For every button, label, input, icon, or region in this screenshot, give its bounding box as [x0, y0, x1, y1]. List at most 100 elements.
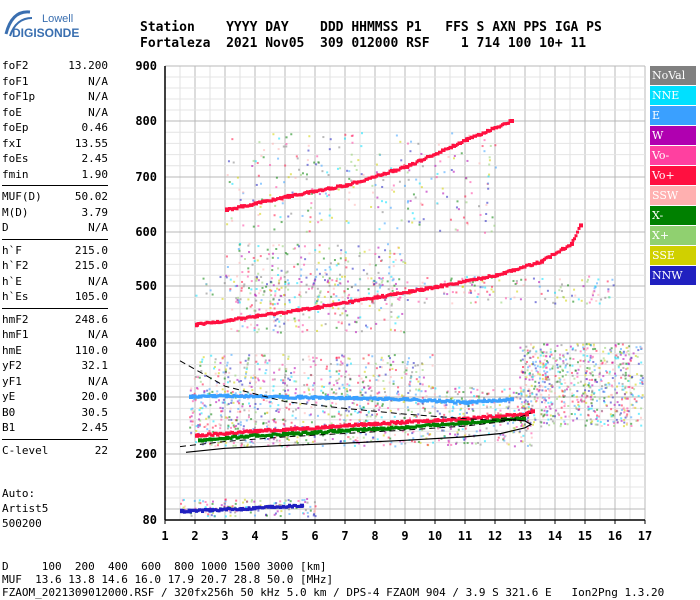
echo-dot: [624, 392, 627, 395]
echo-dot: [543, 421, 546, 424]
echo-dot: [434, 164, 437, 167]
echo-dot: [598, 375, 601, 378]
echo-dot: [597, 278, 600, 281]
echo-dot: [296, 436, 299, 439]
echo-dot: [432, 441, 435, 444]
echo-dot: [508, 394, 511, 397]
echo-dot: [578, 405, 581, 408]
trace-point: [523, 265, 527, 269]
echo-dot: [502, 438, 505, 441]
trace-point: [480, 416, 483, 420]
echo-dot: [226, 381, 229, 384]
echo-dot: [549, 414, 552, 417]
echo-dot: [609, 393, 612, 396]
echo-dot: [540, 413, 543, 416]
echo-dot: [345, 431, 348, 434]
echo-dot: [631, 394, 634, 397]
echo-dot: [627, 386, 630, 389]
echo-dot: [376, 293, 379, 296]
param-row: h`E N/A: [2, 274, 108, 290]
echo-dot: [473, 276, 476, 279]
echo-dot: [336, 382, 339, 385]
echo-dot: [628, 374, 631, 377]
echo-dot: [344, 259, 347, 262]
param-row: M(D) 3.79: [2, 205, 108, 221]
echo-dot: [306, 498, 309, 501]
echo-dot: [392, 278, 395, 281]
echo-dot: [540, 409, 543, 412]
echo-dot: [390, 310, 393, 313]
echo-dot: [520, 393, 523, 396]
echo-dot: [580, 398, 583, 401]
echo-dot: [262, 268, 265, 271]
echo-dot: [275, 409, 278, 412]
echo-dot: [545, 411, 548, 414]
echo-dot: [595, 363, 598, 366]
echo-dot: [344, 310, 347, 313]
echo-dot: [598, 389, 601, 392]
echo-dot: [290, 421, 293, 424]
echo-dot: [623, 419, 626, 422]
echo-dot: [268, 438, 271, 441]
echo-dot: [550, 390, 553, 393]
param-row: C-level 22: [2, 443, 108, 459]
echo-dot: [582, 384, 585, 387]
echo-dot: [525, 383, 528, 386]
echo-dot: [362, 436, 365, 439]
trace-point: [309, 432, 312, 436]
echo-dot: [359, 316, 362, 319]
echo-dot: [622, 350, 625, 353]
echo-dot: [256, 331, 259, 334]
echo-dot: [283, 424, 286, 427]
echo-dot: [575, 407, 578, 410]
echo-dot: [281, 418, 284, 421]
echo-dot: [363, 370, 366, 373]
echo-dot: [443, 413, 446, 416]
data-point: [540, 259, 544, 264]
echo-dot: [245, 371, 248, 374]
echo-dot: [227, 424, 230, 427]
echo-dot: [269, 300, 272, 303]
echo-dot: [545, 360, 548, 363]
echo-dot: [249, 380, 252, 383]
echo-dot: [519, 359, 522, 362]
trace-point: [576, 230, 579, 234]
echo-dot: [546, 371, 549, 374]
param-row: B0 30.5: [2, 405, 108, 421]
echo-dot: [380, 259, 383, 262]
echo-dot: [343, 444, 346, 447]
echo-dot: [640, 396, 643, 399]
echo-dot: [621, 382, 624, 385]
echo-dot: [245, 419, 248, 422]
trace-point: [480, 277, 483, 281]
echo-dot: [570, 382, 573, 385]
echo-dot: [611, 361, 614, 364]
echo-dot: [388, 272, 391, 275]
echo-dot: [224, 498, 227, 501]
echo-dot: [361, 408, 364, 411]
echo-dot: [622, 357, 625, 360]
echo-dot: [455, 441, 458, 444]
echo-dot: [334, 283, 337, 286]
echo-dot: [223, 505, 226, 508]
echo-dot: [380, 281, 383, 284]
echo-dot: [591, 420, 594, 423]
echo-dot: [201, 407, 204, 410]
echo-dot: [353, 402, 356, 405]
echo-dot: [293, 424, 296, 427]
echo-dot: [544, 374, 547, 377]
echo-dot: [274, 204, 277, 207]
echo-dot: [238, 380, 241, 383]
echo-dot: [284, 374, 287, 377]
data-point: [210, 508, 214, 513]
echo-dot: [322, 302, 325, 305]
echo-dot: [579, 380, 582, 383]
echo-dot: [585, 372, 588, 375]
echo-dot: [282, 145, 285, 148]
echo-dot: [431, 354, 434, 357]
echo-dot: [309, 509, 312, 512]
echo-dot: [622, 425, 625, 428]
echo-dot: [596, 381, 599, 384]
param-row: foEp 0.46: [2, 120, 108, 136]
echo-dot: [488, 163, 491, 166]
